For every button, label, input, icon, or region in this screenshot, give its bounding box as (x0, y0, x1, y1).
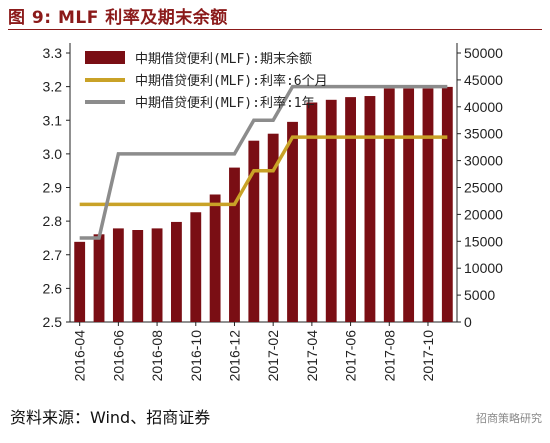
y-right-tick-label: 50000 (464, 45, 503, 61)
chart-title: 图 9: MLF 利率及期末余额 (8, 8, 228, 28)
x-tick-label: 2016-10 (188, 330, 204, 382)
bar (403, 88, 415, 323)
y-left-tick-label: 3.3 (43, 45, 63, 61)
legend-label: 中期借贷便利(MLF):利率:1年 (135, 95, 315, 111)
y-left-tick-label: 2.7 (43, 247, 63, 263)
y-right-tick-label: 5000 (464, 287, 495, 303)
title-divider (8, 29, 542, 30)
bar (267, 133, 279, 322)
bar (306, 102, 318, 322)
bar (345, 97, 356, 322)
y-left-tick-label: 3.1 (43, 112, 63, 128)
y-right-tick-label: 45000 (464, 72, 503, 88)
legend-label: 中期借贷便利(MLF):利率:6个月 (135, 73, 328, 89)
bar (441, 86, 453, 322)
line-rate-6m (79, 135, 448, 207)
x-tick-label: 2016-12 (226, 330, 242, 382)
y-left-tick-label: 2.6 (43, 280, 63, 296)
y-right-tick-label: 20000 (464, 206, 503, 222)
bar (151, 228, 163, 322)
y-right-tick-label: 40000 (464, 99, 503, 115)
bar (190, 212, 202, 322)
bar (248, 140, 260, 322)
x-tick-label: 2016-06 (110, 330, 126, 382)
x-tick-label: 2016-04 (72, 330, 88, 382)
line-series-group (79, 84, 448, 240)
bar-series-balance (74, 86, 453, 323)
chart-axes: 2.5 2.6 2.7 2.8 2.9 3.0 3.1 3.2 3.3 0 5000 10000 150… (43, 43, 503, 382)
x-tick-label: 2017-10 (420, 330, 436, 382)
bar (287, 121, 298, 322)
bar (209, 194, 221, 322)
y-left-tick-label: 2.9 (43, 180, 63, 196)
y-right-tick-label: 10000 (464, 260, 503, 276)
y-right-tick-label: 0 (464, 314, 472, 330)
bar (132, 230, 144, 322)
bar (364, 96, 376, 322)
bar (112, 228, 124, 322)
bar (171, 221, 182, 322)
bar (229, 167, 240, 322)
y-left-tick-label: 3.0 (43, 146, 63, 162)
y-left-tick-label: 2.5 (43, 314, 63, 330)
bar (74, 241, 86, 322)
y-right-tick-label: 30000 (464, 153, 503, 169)
bar (422, 88, 434, 323)
y-right-tick-label: 25000 (464, 180, 503, 196)
watermark-text: 招商策略研究 (476, 412, 542, 425)
x-tick-label: 2017-02 (265, 330, 281, 382)
x-tick-label: 2017-06 (343, 330, 359, 382)
y-right-tick-label: 15000 (464, 233, 503, 249)
x-tick-label: 2016-08 (149, 330, 165, 382)
legend-label: 中期借贷便利(MLF):期末余额 (135, 51, 312, 67)
y-left-tick-label: 2.8 (43, 213, 63, 229)
bar (93, 234, 105, 322)
y-left-tick-label: 3.2 (43, 79, 63, 95)
legend-swatch-balance (85, 51, 125, 64)
bar (383, 88, 395, 323)
chart-legend: 中期借贷便利(MLF):期末余额中期借贷便利(MLF):利率:6个月中期借贷便利… (85, 51, 328, 111)
source-note: 资料来源：Wind、招商证券 (10, 408, 211, 427)
y-right-tick-label: 35000 (464, 126, 503, 142)
bar (325, 99, 337, 322)
line-rate-1y (79, 84, 448, 240)
x-tick-label: 2017-08 (381, 330, 397, 382)
x-tick-label: 2017-04 (304, 330, 320, 382)
